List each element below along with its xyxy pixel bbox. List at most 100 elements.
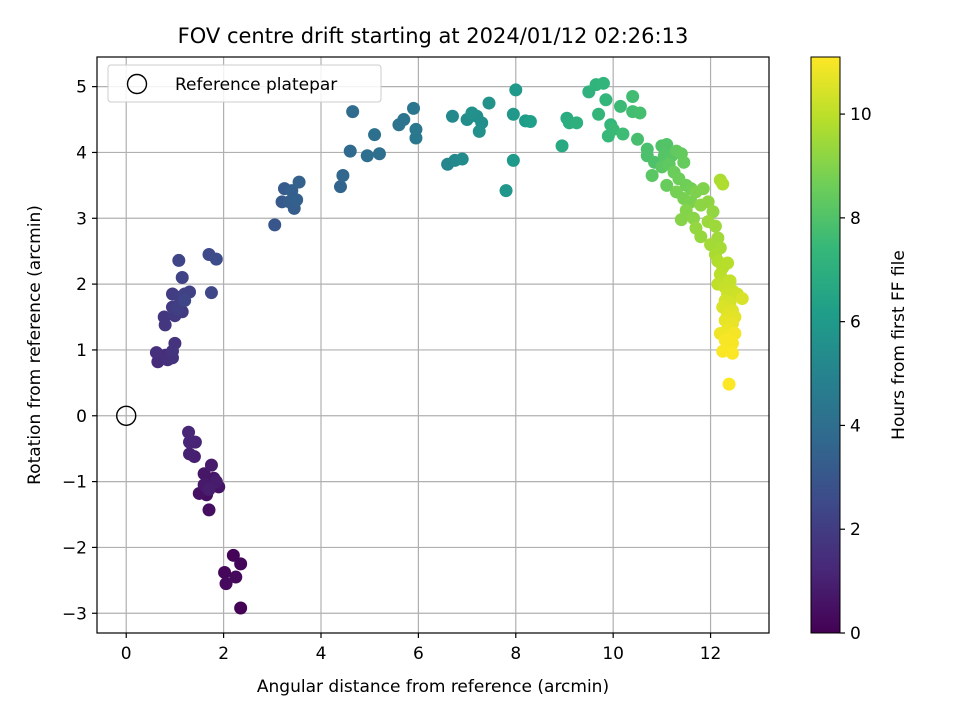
plot-frame	[96, 56, 770, 634]
y-axis-label: Rotation from reference (arcmin)	[25, 205, 45, 485]
scatter-point	[645, 168, 659, 182]
legend-box	[107, 64, 382, 103]
scatter-point	[183, 447, 197, 461]
scatter-point	[219, 577, 233, 591]
scatter-point	[445, 109, 459, 123]
scatter-point	[660, 178, 674, 192]
scatter-point	[725, 336, 739, 350]
colorbar-tick-label: 4	[850, 416, 861, 436]
colorbar-label: Hours from first FF file	[889, 250, 909, 440]
scatter-point	[234, 601, 248, 615]
y-tick-label: 5	[76, 78, 87, 98]
y-tick-label: 4	[76, 143, 87, 163]
chart-title: FOV centre drift starting at 2024/01/12 …	[178, 24, 689, 48]
colorbar-ticks: 0 2 4 6 8 10	[840, 105, 872, 644]
scatter-point	[599, 93, 613, 107]
reference-platepar-marker	[116, 405, 137, 426]
x-axis-label: Angular distance from reference (arcmin)	[257, 677, 609, 697]
legend-label: Reference platepar	[175, 75, 337, 95]
scatter-point	[633, 106, 647, 120]
scatter-point	[229, 570, 243, 584]
scatter-point	[722, 377, 736, 391]
y-tick-label: −1	[62, 473, 87, 493]
scatter-point	[694, 230, 708, 244]
y-tick-label: −2	[62, 538, 87, 558]
scatter-point	[292, 175, 306, 189]
scatter-point	[170, 302, 184, 316]
x-tick-label: 8	[510, 644, 521, 664]
grid-lines	[97, 57, 769, 633]
scatter-point	[735, 292, 749, 306]
scatter-point	[218, 565, 232, 579]
scatter-point	[204, 458, 218, 472]
x-tick-label: 10	[602, 644, 624, 664]
reference-marker	[116, 405, 137, 426]
scatter-point	[202, 503, 216, 517]
scatter-point	[721, 256, 735, 270]
legend-marker-open-circle	[126, 73, 148, 95]
scatter-point	[204, 286, 218, 300]
colorbar-tick-label: 2	[850, 520, 861, 540]
scatter-point	[157, 310, 171, 324]
y-tick-label: 3	[76, 209, 87, 229]
x-axis-ticks: 0 2 4 6 8 10 12	[121, 633, 722, 664]
scatter-point	[368, 128, 382, 142]
scatter-point	[616, 127, 630, 141]
scatter-point	[706, 205, 720, 219]
scatter-point	[165, 344, 179, 358]
x-tick-label: 12	[700, 644, 722, 664]
scatter-point	[209, 252, 223, 266]
scatter-point	[660, 138, 674, 152]
scatter-point	[701, 195, 715, 209]
scatter-point	[202, 482, 216, 496]
x-tick-label: 4	[316, 644, 327, 664]
scatter-point	[708, 219, 722, 233]
scatter-point	[397, 113, 411, 127]
scatter-point	[409, 131, 423, 145]
scatter-point	[333, 180, 347, 194]
colorbar: 0 2 4 6 8 10 Hours from first FF file	[810, 56, 909, 644]
scatter-point	[455, 152, 469, 166]
legend: Reference platepar	[107, 64, 382, 103]
scatter-point	[677, 155, 691, 169]
scatter-point	[555, 139, 569, 153]
scatter-point	[172, 253, 186, 267]
scatter-point	[197, 467, 211, 481]
y-tick-label: 2	[76, 275, 87, 295]
scatter-point	[626, 89, 640, 103]
scatter-point	[336, 168, 350, 182]
scatter-point	[465, 106, 479, 120]
x-tick-label: 2	[218, 644, 229, 664]
scatter-point	[343, 144, 357, 158]
colorbar-tick-label: 8	[850, 209, 861, 229]
scatter-point	[346, 105, 360, 119]
scatter-point	[696, 182, 710, 196]
scatter-point	[687, 211, 701, 225]
scatter-point	[725, 346, 739, 360]
scatter-points	[149, 76, 749, 615]
colorbar-tick-label: 6	[850, 313, 861, 333]
scatter-point	[674, 213, 688, 227]
scatter-point	[183, 435, 197, 449]
colorbar-tick-label: 10	[850, 105, 872, 125]
y-tick-label: −3	[62, 604, 87, 624]
scatter-point	[268, 218, 282, 232]
scatter-point	[482, 96, 496, 110]
scatter-point	[407, 101, 421, 115]
scatter-point	[716, 177, 730, 191]
scatter-point	[570, 116, 584, 130]
scatter-point	[372, 147, 386, 161]
scatter-point	[606, 122, 620, 136]
colorbar-tick-label: 0	[850, 624, 861, 644]
scatter-point	[631, 132, 645, 146]
scatter-point	[290, 193, 304, 207]
scatter-point	[178, 294, 192, 308]
colorbar-gradient	[810, 56, 841, 634]
scatter-point	[509, 83, 523, 97]
x-tick-label: 6	[413, 644, 424, 664]
scatter-point	[175, 271, 189, 285]
scatter-point	[728, 326, 742, 340]
scatter-point	[360, 149, 374, 163]
scatter-point	[182, 425, 196, 439]
